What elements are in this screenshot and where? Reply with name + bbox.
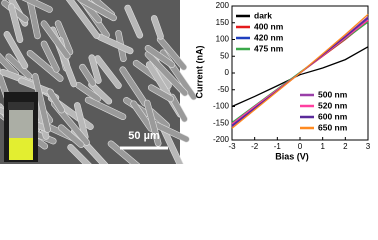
rod (22, 0, 41, 40)
micrograph (0, 0, 197, 180)
x-tick-label: 3 (366, 142, 371, 151)
rod (40, 20, 71, 60)
y-axis-label: Current (nA) (194, 46, 204, 99)
rod (40, 40, 60, 73)
rod (147, 84, 174, 103)
y-tick-label: -200 (213, 135, 230, 144)
legend-label: 650 nm (318, 122, 348, 132)
y-tick-label: 50 (220, 51, 229, 60)
vial-cap (8, 102, 34, 110)
rod (144, 51, 189, 97)
y-tick-label: 150 (216, 18, 230, 27)
legend-label: 420 nm (254, 32, 284, 42)
rod (144, 44, 176, 69)
legend-label: 520 nm (318, 100, 348, 110)
page: {"scale_bar": "50 µm", "chart_data": {"t… (0, 0, 371, 180)
rod (31, 73, 51, 133)
rod (57, 124, 85, 148)
legend-label: 475 nm (254, 43, 284, 53)
legend-label: 600 nm (318, 111, 348, 121)
legend-label: 400 nm (254, 21, 284, 31)
rod (124, 4, 144, 39)
x-tick-label: -3 (228, 142, 236, 151)
x-tick-label: 0 (298, 142, 303, 151)
data-line (231, 46, 369, 108)
rod (94, 55, 122, 89)
y-tick-label: -100 (213, 102, 230, 111)
y-tick-label: 0 (225, 68, 230, 77)
rod (84, 96, 127, 121)
x-tick-label: -1 (274, 142, 282, 151)
rod (143, 99, 162, 147)
rod (46, 88, 65, 114)
legend-label: dark (254, 10, 272, 20)
y-tick-label: -150 (213, 118, 230, 127)
x-axis-label: Bias (V) (275, 151, 309, 161)
rod (6, 0, 53, 13)
y-tick-label: 100 (216, 35, 230, 44)
rod (26, 50, 64, 82)
rod (150, 15, 164, 40)
rod (8, 3, 24, 44)
rod (79, 63, 97, 87)
rod (77, 0, 117, 22)
scale-bar-label: 50 µm (128, 130, 160, 142)
x-tick-label: -2 (251, 142, 259, 151)
x-tick-label: 2 (343, 142, 348, 151)
figure: Bias (V) Current (nA) 50 µm -200-150-100-… (0, 0, 371, 180)
y-tick-label: -50 (217, 85, 229, 94)
vial-liquid (9, 138, 33, 160)
y-tick-label: 200 (216, 1, 230, 10)
vial-inset (4, 92, 38, 162)
x-tick-label: 1 (320, 142, 325, 151)
rod (58, 0, 100, 39)
legend-label: 500 nm (318, 89, 348, 99)
data-line (231, 13, 369, 129)
rod (168, 93, 188, 123)
rod (3, 31, 29, 70)
rod (88, 54, 102, 84)
